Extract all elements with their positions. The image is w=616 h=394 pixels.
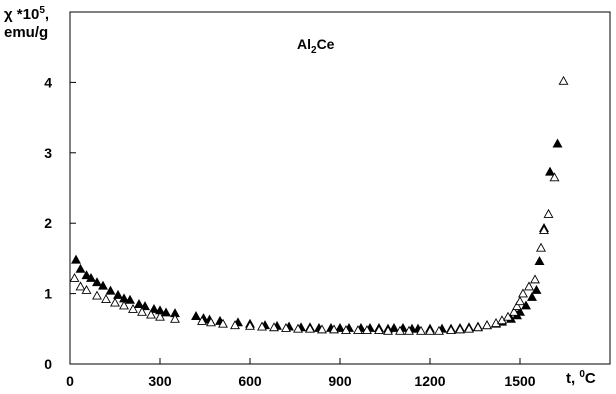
open-triangle-point [110,297,120,307]
filled-triangle-point [140,301,150,311]
open-triangle-point [269,322,279,332]
open-triangle-point [293,323,303,333]
open-triangle-point [341,325,351,335]
open-triangle-point [230,320,240,330]
open-triangle-point [464,323,474,333]
x-tick-label: 300 [148,373,172,389]
open-triangle-point [524,281,534,291]
open-triangle-point [482,320,492,330]
open-triangle-point [281,322,291,332]
x-axis-ticks: 0 300 600 900 1200 1500 [66,358,536,389]
open-triangle-point [515,296,525,306]
open-triangle-point [539,225,549,235]
open-triangle-point [206,317,216,327]
y-axis-label-line1: χ *105, [4,5,50,23]
open-triangle-point [558,75,569,85]
filled-triangle-point [191,311,201,320]
open-triangle-point [92,290,102,300]
open-triangle-point [137,306,147,316]
filled-triangle-point [86,272,96,282]
y-tick-label: 4 [44,74,52,90]
series-open-triangles [69,75,569,335]
open-triangle-point [317,324,327,334]
y-tick-label: 0 [44,356,52,372]
open-triangle-point [416,325,426,335]
filled-triangle-point [113,289,123,299]
open-triangle-point [329,324,339,334]
open-triangle-point [473,322,483,332]
filled-triangle-point [389,322,399,332]
filled-triangle-point [545,166,555,176]
open-triangle-point [518,288,528,298]
open-triangle-point [455,324,465,334]
open-triangle-point [245,320,255,330]
open-triangle-point [512,301,522,311]
open-triangle-point [503,311,513,321]
filled-triangle-point [71,254,81,264]
open-triangle-point [509,306,519,316]
open-triangle-point [257,321,267,331]
open-triangle-point [446,325,456,335]
open-triangle-point [170,313,180,323]
y-axis-label-line2: emu/g [4,24,49,41]
filled-triangle-point [125,294,135,304]
x-tick-label: 1500 [504,373,535,389]
open-triangle-point [119,300,129,310]
x-tick-label: 600 [238,373,262,389]
filled-triangle-point [92,277,102,287]
filled-triangle-point [105,285,116,295]
open-triangle-point [362,325,372,335]
x-tick-label: 900 [328,373,352,389]
open-triangle-point [536,242,546,252]
filled-triangle-point [75,263,86,273]
open-triangle-point [374,325,384,335]
y-tick-label: 2 [44,215,52,231]
filled-triangle-point [531,284,542,294]
filled-triangle-point [552,138,563,148]
filled-triangle-point [134,299,144,308]
filled-triangle-point [81,270,92,280]
filled-triangle-point [534,256,545,266]
filled-triangle-point [515,306,525,316]
open-triangle-point [197,315,207,325]
open-triangle-point [383,325,393,335]
open-triangle-point [75,281,86,291]
filled-triangle-point [161,307,171,317]
x-tick-label: 0 [66,373,74,389]
filled-triangle-point [149,303,159,313]
open-triangle-point [81,284,92,294]
filled-triangle-point [335,322,345,332]
open-triangle-point [69,272,80,282]
filled-triangle-point [98,280,108,290]
y-tick-label: 1 [44,286,52,302]
open-triangle-point [549,172,560,182]
y-axis-label: χ *105, emu/g [4,2,49,42]
open-triangle-point [128,303,138,313]
y-tick-label: 3 [44,145,52,161]
x-tick-label: 1200 [414,373,445,389]
x-axis-label: t, 0C [566,369,596,387]
chart-title: Al2Ce [297,36,335,56]
open-triangle-point [101,294,111,304]
open-triangle-point [218,318,228,328]
open-triangle-point [353,325,363,335]
open-triangle-point [305,323,315,333]
open-triangle-point [543,208,554,218]
open-triangle-point [425,325,435,335]
open-triangle-point [155,311,165,321]
open-triangle-point [434,325,444,335]
plot-area [69,11,611,365]
open-triangle-point [530,274,540,284]
open-triangle-point [404,325,414,335]
open-triangle-point [146,309,156,319]
open-triangle-point [395,325,405,335]
y-axis-ticks: 0 1 2 3 4 [44,74,76,372]
filled-triangle-point [527,291,537,301]
